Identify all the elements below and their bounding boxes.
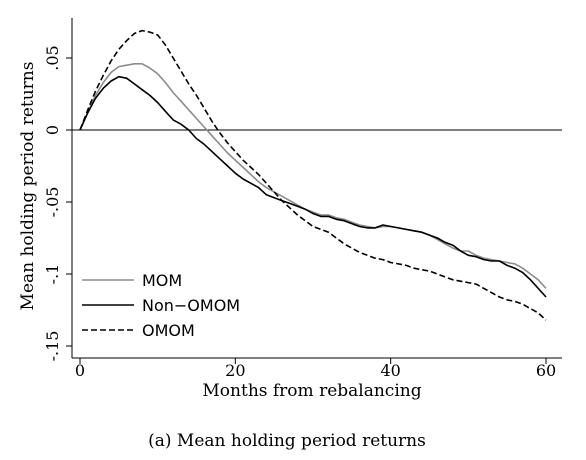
- figure-caption: (a) Mean holding period returns: [148, 431, 426, 451]
- y-tick-label: -.1: [43, 264, 62, 285]
- series-line-omom: [79, 29, 547, 321]
- y-tick-label: .05: [43, 45, 62, 70]
- x-tick-label: 0: [75, 361, 85, 380]
- series-layer: [79, 29, 547, 321]
- x-tick-label: 20: [225, 361, 245, 380]
- series-line-non-omom: [79, 75, 547, 298]
- x-tick-label: 40: [380, 361, 400, 380]
- legend: MOM Non−OMOM OMOM: [82, 271, 240, 340]
- legend-label-non-omom: Non−OMOM: [142, 296, 240, 315]
- y-tick-label: 0: [43, 125, 62, 135]
- legend-label-omom: OMOM: [142, 321, 195, 340]
- axes: [71, 18, 562, 359]
- legend-label-mom: MOM: [142, 271, 182, 290]
- y-tick-label: -.15: [43, 331, 62, 362]
- y-tick-label: -.05: [43, 187, 62, 218]
- x-axis-title: Months from rebalancing: [202, 381, 421, 401]
- series-line-mom: [79, 63, 547, 289]
- x-tick-label: 60: [536, 361, 556, 380]
- tick-layer: 0 20 40 60 .05 0 -.05 -.1 -.15: [43, 45, 556, 380]
- y-axis-title: Mean holding period returns: [18, 62, 38, 311]
